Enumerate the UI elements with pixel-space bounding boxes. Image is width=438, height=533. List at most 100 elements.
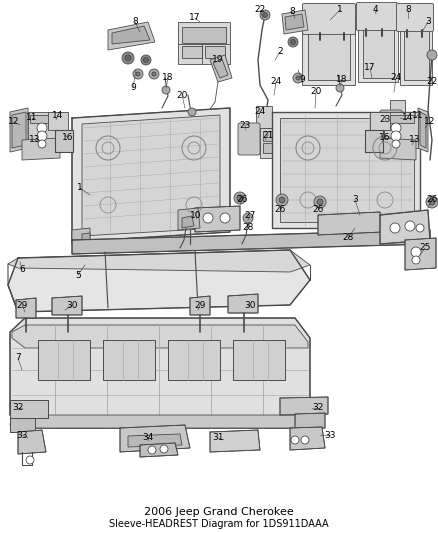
Circle shape — [260, 10, 270, 20]
Polygon shape — [178, 208, 200, 230]
Polygon shape — [363, 19, 394, 78]
Text: 22: 22 — [254, 5, 265, 14]
Polygon shape — [228, 294, 258, 313]
Polygon shape — [272, 112, 420, 228]
Text: 33: 33 — [16, 431, 28, 440]
Circle shape — [405, 221, 415, 231]
Text: 24: 24 — [254, 108, 265, 117]
Text: 24: 24 — [270, 77, 282, 86]
Polygon shape — [308, 22, 350, 80]
Polygon shape — [10, 400, 48, 418]
Circle shape — [317, 199, 323, 205]
Text: 33: 33 — [324, 431, 336, 440]
Circle shape — [203, 213, 213, 223]
Circle shape — [122, 52, 134, 64]
Text: 4: 4 — [372, 5, 378, 14]
Text: 20: 20 — [310, 87, 321, 96]
Text: 6: 6 — [19, 265, 25, 274]
Polygon shape — [28, 112, 62, 148]
Bar — [386, 115, 414, 123]
Text: 29: 29 — [16, 301, 28, 310]
Text: 26: 26 — [237, 196, 247, 205]
Polygon shape — [72, 108, 230, 242]
Polygon shape — [380, 138, 416, 160]
Text: 32: 32 — [12, 403, 24, 413]
Polygon shape — [8, 250, 310, 312]
Text: 1: 1 — [337, 5, 343, 14]
Polygon shape — [295, 413, 325, 429]
Polygon shape — [210, 55, 232, 82]
Polygon shape — [282, 10, 308, 34]
Circle shape — [148, 446, 156, 454]
Text: 17: 17 — [189, 13, 201, 22]
Text: 20: 20 — [177, 91, 188, 100]
Polygon shape — [16, 298, 36, 318]
Polygon shape — [120, 425, 190, 452]
Circle shape — [152, 72, 156, 76]
Text: 22: 22 — [426, 77, 438, 86]
Circle shape — [427, 50, 437, 60]
FancyBboxPatch shape — [380, 110, 402, 138]
Bar — [178, 22, 230, 64]
Polygon shape — [290, 427, 325, 450]
Text: 17: 17 — [364, 63, 376, 72]
Text: 2006 Jeep Grand Cherokee: 2006 Jeep Grand Cherokee — [144, 507, 294, 517]
Text: 27: 27 — [244, 211, 256, 220]
Polygon shape — [195, 206, 240, 232]
Circle shape — [144, 58, 148, 62]
Circle shape — [391, 123, 401, 133]
Text: 21: 21 — [262, 131, 274, 140]
Text: 29: 29 — [194, 301, 206, 310]
Bar — [370, 112, 390, 130]
Circle shape — [293, 73, 303, 83]
Bar — [260, 128, 280, 158]
Text: 25: 25 — [419, 244, 431, 253]
Text: 12: 12 — [8, 117, 20, 126]
Polygon shape — [233, 340, 285, 380]
Circle shape — [162, 86, 170, 94]
Text: 11: 11 — [26, 114, 38, 123]
FancyBboxPatch shape — [238, 123, 260, 155]
Text: 7: 7 — [15, 353, 21, 362]
Polygon shape — [380, 210, 430, 244]
Bar — [55, 130, 73, 152]
Circle shape — [429, 199, 435, 205]
Polygon shape — [128, 434, 182, 447]
Polygon shape — [18, 430, 46, 454]
Circle shape — [391, 131, 401, 141]
Circle shape — [390, 223, 400, 233]
Text: 18: 18 — [162, 74, 174, 83]
Circle shape — [262, 12, 268, 18]
Text: 30: 30 — [66, 301, 78, 310]
Text: 28: 28 — [242, 223, 254, 232]
Circle shape — [243, 213, 253, 223]
Circle shape — [38, 140, 46, 148]
Bar — [182, 27, 226, 43]
Polygon shape — [140, 443, 178, 457]
Text: 10: 10 — [190, 211, 202, 220]
Text: 19: 19 — [212, 55, 224, 64]
Bar — [263, 143, 277, 153]
Polygon shape — [280, 397, 328, 415]
Polygon shape — [213, 59, 228, 78]
Polygon shape — [82, 115, 220, 236]
Circle shape — [37, 123, 47, 133]
Polygon shape — [358, 15, 398, 82]
Polygon shape — [210, 430, 260, 452]
Text: 16: 16 — [62, 133, 74, 142]
Polygon shape — [72, 228, 90, 244]
Text: 13: 13 — [409, 135, 421, 144]
Circle shape — [234, 192, 246, 204]
Polygon shape — [38, 340, 90, 380]
Circle shape — [288, 37, 298, 47]
Circle shape — [290, 39, 296, 44]
Bar — [182, 46, 202, 58]
Polygon shape — [10, 318, 310, 428]
Polygon shape — [405, 238, 436, 270]
Polygon shape — [168, 340, 220, 380]
Polygon shape — [182, 216, 194, 228]
Circle shape — [426, 196, 438, 208]
Polygon shape — [420, 112, 426, 148]
Bar — [256, 106, 272, 128]
Text: 13: 13 — [29, 135, 41, 144]
